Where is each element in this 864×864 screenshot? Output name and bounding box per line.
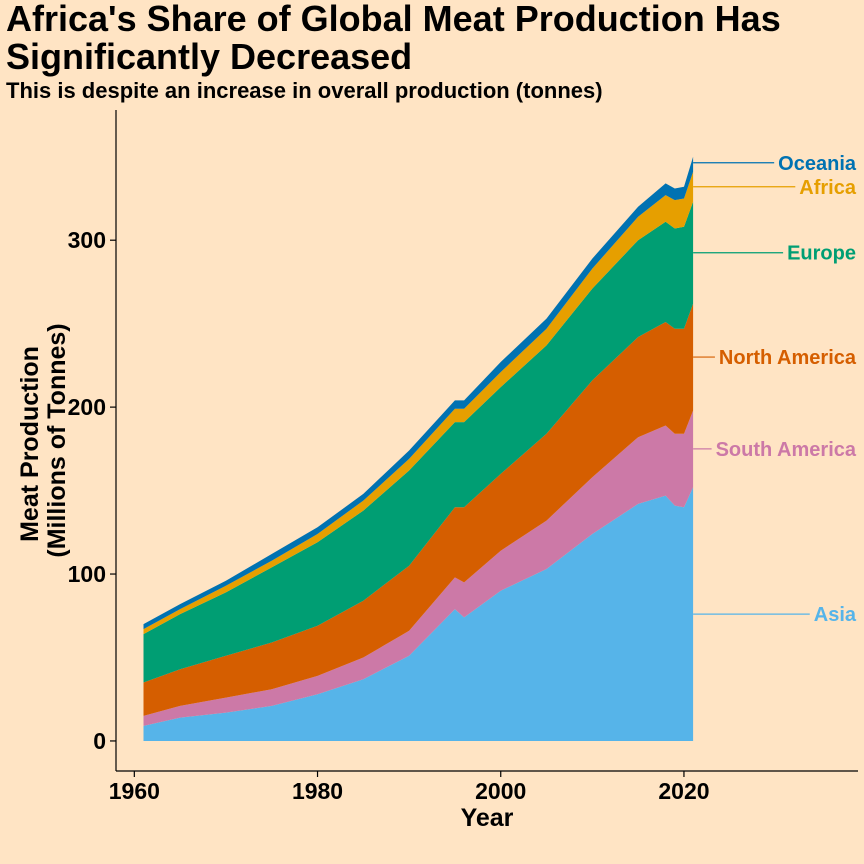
series-labels: Asia South America North America Europe Afri… [693,153,857,626]
y-tick-label: 300 [68,227,106,253]
y-tick-label: 100 [68,561,106,587]
area-europe [143,201,694,683]
series-label-south-america: South America [716,439,857,461]
area-asia [143,487,694,741]
x-tick-label: 1980 [292,778,343,804]
series-label-asia: Asia [814,604,857,626]
y-axis-title-line-2: (Millions of Tonnes) [43,323,71,557]
y-tick-label: 200 [68,394,106,420]
chart-subtitle: This is despite an increase in overall p… [6,78,603,103]
area-layer [143,156,694,741]
series-label-north-america: North America [719,347,857,369]
y-axis-ticks: 0 100 200 300 [68,227,116,754]
series-label-africa: Africa [799,177,857,199]
x-tick-label: 2020 [658,778,709,804]
x-axis-title: Year [461,804,514,832]
y-axis-title: Meat Production (Millions of Tonnes) [16,323,71,557]
chart-title: Africa's Share of Global Meat Production… [6,0,781,77]
x-axis-ticks: 1960 1980 2000 2020 [109,771,710,804]
series-label-europe: Europe [787,243,856,265]
series-label-oceania: Oceania [778,153,857,175]
x-tick-label: 2000 [475,778,526,804]
area-africa [143,171,694,635]
y-axis-title-line-1: Meat Production [16,346,44,542]
x-tick-label: 1960 [109,778,160,804]
y-tick-label: 0 [93,728,106,754]
area-south-america [143,410,694,726]
area-north-america [143,303,694,716]
